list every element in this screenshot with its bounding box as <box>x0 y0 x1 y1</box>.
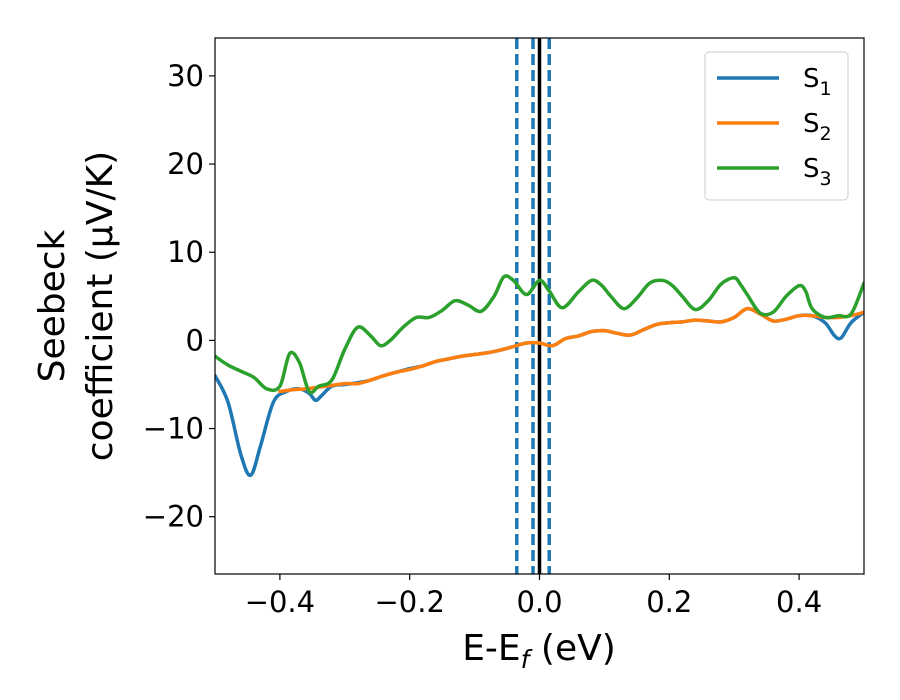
x-tick-label: −0.4 <box>245 585 315 619</box>
y-axis-label-line1: Seebeck <box>32 229 73 382</box>
x-tick-label: 0.0 <box>516 585 562 619</box>
y-tick-label: −20 <box>143 500 204 534</box>
x-axis-label-unit: (eV) <box>529 628 615 669</box>
x-tick-label: 0.2 <box>646 585 692 619</box>
x-axis-label: E-Ef (eV) <box>462 628 616 674</box>
legend-label-s3: S3 <box>803 154 832 190</box>
x-tick-label: −0.2 <box>374 585 444 619</box>
legend-label-s2: S2 <box>803 109 832 145</box>
x-axis-label-main: E-E <box>462 628 520 669</box>
series-line-s3 <box>215 274 864 395</box>
y-axis-label-line2: coefficient (μV/K) <box>80 151 121 461</box>
y-tick-label: 10 <box>167 235 204 269</box>
legend: S1 S2 S3 <box>704 51 849 201</box>
legend-label-s1: S1 <box>803 64 832 100</box>
y-tick-label: 30 <box>167 59 204 93</box>
y-axis-ticks: −20 −10 0 10 20 30 <box>143 59 215 534</box>
y-tick-label: 20 <box>167 147 204 181</box>
series-lines <box>215 274 864 478</box>
legend-box <box>704 51 849 201</box>
y-tick-label: −10 <box>143 412 204 446</box>
series-line-s2 <box>278 306 864 394</box>
x-tick-label: 0.4 <box>776 585 822 619</box>
x-axis-ticks: −0.4 −0.2 0.0 0.2 0.4 <box>245 574 822 619</box>
reference-lines <box>515 38 551 574</box>
y-tick-label: 0 <box>186 323 204 357</box>
